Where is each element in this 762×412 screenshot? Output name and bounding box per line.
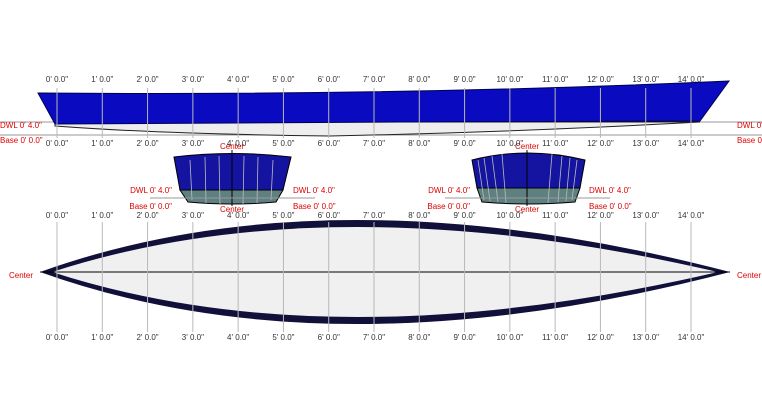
- center-label: Center: [515, 205, 539, 214]
- station-label: 11' 0.0": [542, 139, 568, 148]
- dwl-label: DWL 0' 4.0": [293, 186, 335, 195]
- station-label: 5' 0.0": [272, 75, 294, 84]
- station-label: 4' 0.0": [227, 139, 249, 148]
- station-label: 9' 0.0": [453, 139, 475, 148]
- base-label: Base 0' 0.0": [427, 202, 470, 211]
- base-label: Base 0' 0.0": [0, 136, 43, 145]
- station-label: 7' 0.0": [363, 75, 385, 84]
- station-label: 9' 0.0": [453, 75, 475, 84]
- station-label: 0' 0.0": [46, 75, 68, 84]
- base-label: Base 0' 0.0": [293, 202, 336, 211]
- center-label: Center: [515, 142, 539, 151]
- section-bottom: [476, 187, 581, 205]
- station-label: 14' 0.0": [678, 75, 705, 84]
- station-label: 4' 0.0": [227, 211, 249, 220]
- station-label: 5' 0.0": [272, 139, 294, 148]
- station-label: 12' 0.0": [587, 211, 614, 220]
- station-label: 6' 0.0": [318, 139, 340, 148]
- station-label: 13' 0.0": [632, 211, 659, 220]
- station-label: 13' 0.0": [632, 333, 659, 342]
- dwl-label: DWL 0' 4.0": [130, 186, 172, 195]
- station-label: 6' 0.0": [318, 211, 340, 220]
- center-label: Center: [9, 271, 33, 280]
- section-topsides: [471, 152, 586, 189]
- station-label: 14' 0.0": [678, 211, 705, 220]
- station-label: 6' 0.0": [318, 75, 340, 84]
- station-label: 9' 0.0": [453, 333, 475, 342]
- station-label: 0' 0.0": [46, 333, 68, 342]
- center-label: Center: [737, 271, 761, 280]
- station-label: 5' 0.0": [272, 333, 294, 342]
- station-label: 12' 0.0": [587, 333, 614, 342]
- station-label: 8' 0.0": [408, 75, 430, 84]
- station-label: 1' 0.0": [91, 139, 113, 148]
- base-label: Base 0' 0.0": [737, 136, 762, 145]
- station-label: 14' 0.0": [678, 333, 705, 342]
- center-label: Center: [220, 205, 244, 214]
- station-label: 10' 0.0": [497, 333, 524, 342]
- plan-view: Center Center: [9, 220, 761, 324]
- section-left: Center Center DWL 0' 4.0" DWL 0' 4.0" Ba…: [129, 142, 335, 214]
- station-label: 2' 0.0": [136, 211, 158, 220]
- station-label: 10' 0.0": [497, 139, 524, 148]
- station-label: 7' 0.0": [363, 139, 385, 148]
- station-label: 13' 0.0": [632, 139, 659, 148]
- station-label: 8' 0.0": [408, 333, 430, 342]
- dwl-label: DWL 0' 4.0": [428, 186, 470, 195]
- station-label: 1' 0.0": [91, 211, 113, 220]
- station-label: 5' 0.0": [272, 211, 294, 220]
- dwl-label: DWL 0' 4.0": [0, 121, 42, 130]
- station-label: 10' 0.0": [497, 75, 524, 84]
- station-label: 12' 0.0": [587, 139, 614, 148]
- station-label: 1' 0.0": [91, 75, 113, 84]
- station-label: 0' 0.0": [46, 211, 68, 220]
- section-right: Center Center DWL 0' 4.0" DWL 0' 4.0" Ba…: [427, 142, 631, 214]
- station-label: 9' 0.0": [453, 211, 475, 220]
- station-label: 11' 0.0": [542, 333, 568, 342]
- station-grid: 0' 0.0" 0' 0.0" 0' 0.0" 0' 0.0" 1' 0.0" 1' 0.…: [46, 75, 705, 342]
- station-label: 6' 0.0": [318, 333, 340, 342]
- station-label: 11' 0.0": [542, 211, 568, 220]
- station-label: 4' 0.0": [227, 75, 249, 84]
- station-label: 7' 0.0": [363, 211, 385, 220]
- base-label: Base 0' 0.0": [129, 202, 172, 211]
- station-label: 2' 0.0": [136, 333, 158, 342]
- base-label: Base 0' 0.0": [589, 202, 632, 211]
- station-label: 3' 0.0": [182, 211, 204, 220]
- station-label: 11' 0.0": [542, 75, 568, 84]
- station-label: 14' 0.0": [678, 139, 705, 148]
- station-label: 13' 0.0": [632, 75, 659, 84]
- station-label: 1' 0.0": [91, 333, 113, 342]
- station-label: 7' 0.0": [363, 333, 385, 342]
- station-label: 3' 0.0": [182, 139, 204, 148]
- station-label: 3' 0.0": [182, 333, 204, 342]
- center-label: Center: [220, 142, 244, 151]
- hull-underwater: [54, 121, 701, 137]
- station-label: 2' 0.0": [136, 139, 158, 148]
- station-label: 0' 0.0": [46, 139, 68, 148]
- station-label: 8' 0.0": [408, 139, 430, 148]
- station-label: 12' 0.0": [587, 75, 614, 84]
- dwl-label: DWL 0' 4.0": [737, 121, 762, 130]
- station-label: 3' 0.0": [182, 75, 204, 84]
- station-label: 8' 0.0": [408, 211, 430, 220]
- hull-topsides: [37, 80, 731, 125]
- dwl-label: DWL 0' 4.0": [589, 186, 631, 195]
- station-label: 10' 0.0": [497, 211, 524, 220]
- station-label: 4' 0.0": [227, 333, 249, 342]
- station-label: 2' 0.0": [136, 75, 158, 84]
- profile-view: DWL 0' 4.0" Base 0' 0.0" DWL 0' 4.0" Bas…: [0, 80, 762, 145]
